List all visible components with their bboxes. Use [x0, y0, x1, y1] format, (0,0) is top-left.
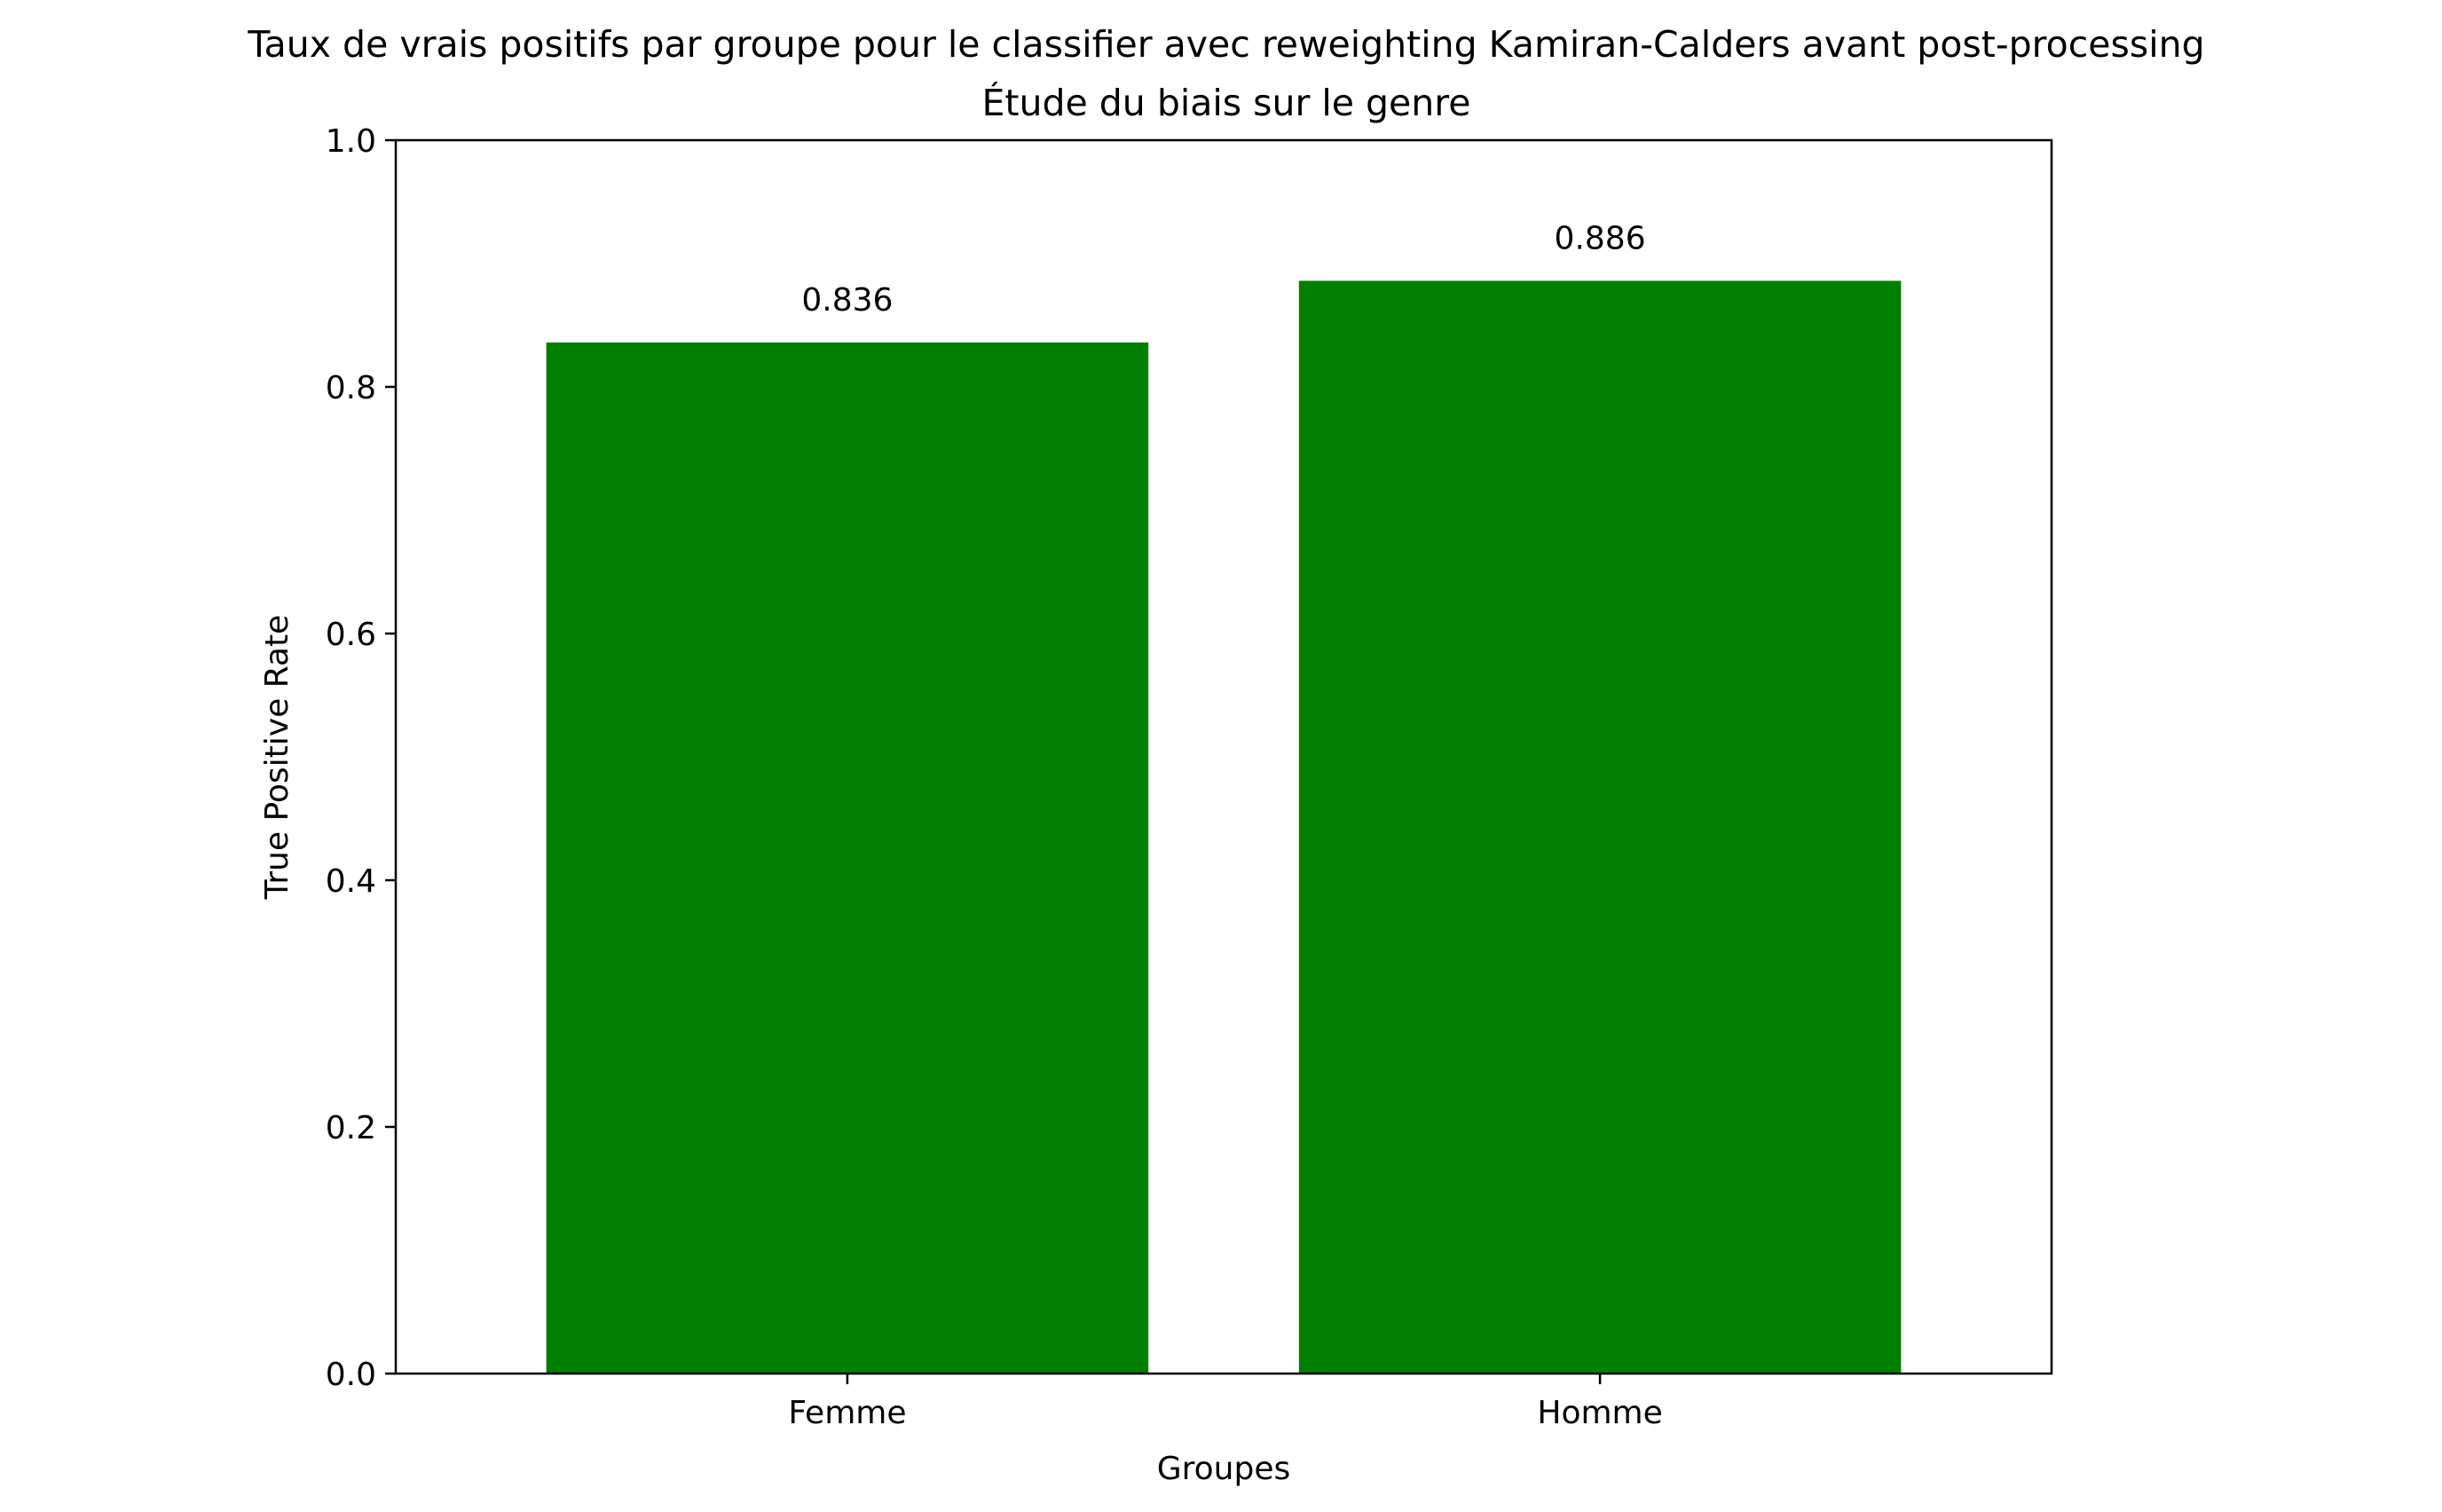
y-tick-label: 1.0: [326, 123, 376, 160]
value-label-femme: 0.836: [801, 282, 893, 319]
y-tick-label: 0.6: [326, 617, 376, 653]
y-tick-label: 0.8: [326, 370, 376, 406]
y-tick-label: 0.4: [326, 863, 376, 900]
x-axis-ticks: Femme Homme: [788, 1374, 1663, 1431]
x-axis-label: Groupes: [1157, 1451, 1291, 1487]
y-axis-ticks: 0.0 0.2 0.4 0.6 0.8 1.0: [326, 123, 396, 1393]
chart-subtitle: Étude du biais sur le genre: [982, 82, 1471, 124]
bar-homme: [1298, 280, 1902, 1374]
x-tick-label-homme: Homme: [1537, 1395, 1662, 1431]
y-tick-label: 0.2: [326, 1110, 376, 1146]
plot-area: 0.836 0.886 0.0 0.2 0.4 0.6 0.8 1.0 Femme Homme: [326, 123, 2053, 1431]
chart-title: Taux de vrais positifs par groupe pour l…: [247, 23, 2204, 66]
bars-group: [546, 280, 1902, 1374]
value-labels-group: 0.836 0.886: [801, 220, 1645, 319]
y-axis-label: True Positive Rate: [259, 615, 295, 901]
x-tick-label-femme: Femme: [788, 1395, 906, 1431]
y-tick-label: 0.0: [326, 1357, 376, 1393]
value-label-homme: 0.886: [1555, 220, 1646, 256]
bar-femme: [546, 342, 1149, 1374]
axes-frame: [394, 138, 2053, 1375]
